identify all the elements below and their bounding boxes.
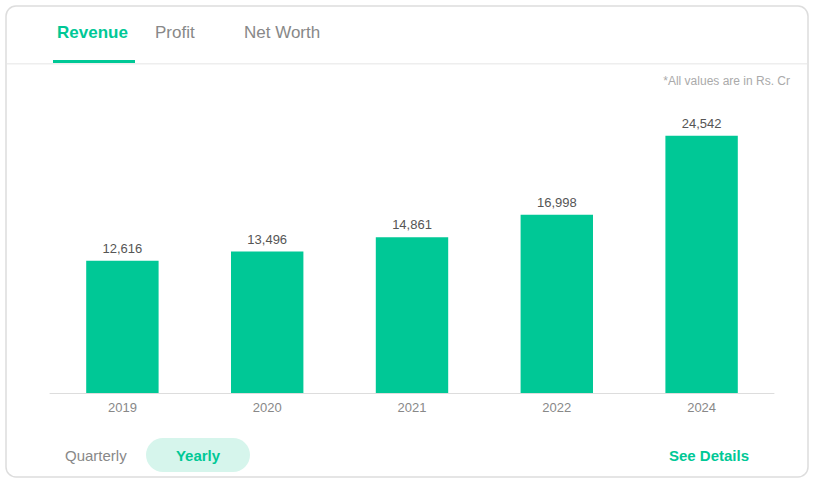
svg-text:24,542: 24,542: [682, 116, 722, 131]
svg-text:13,496: 13,496: [247, 232, 287, 247]
svg-text:*All values are in Rs. Cr: *All values are in Rs. Cr: [663, 74, 790, 88]
svg-text:2021: 2021: [398, 400, 427, 415]
svg-text:Quarterly: Quarterly: [65, 447, 127, 464]
svg-text:Profit: Profit: [155, 23, 195, 42]
svg-text:2019: 2019: [108, 400, 137, 415]
svg-text:Net Worth: Net Worth: [244, 23, 320, 42]
svg-text:12,616: 12,616: [103, 241, 143, 256]
svg-text:16,998: 16,998: [537, 195, 577, 210]
svg-text:Revenue: Revenue: [57, 23, 128, 42]
svg-text:Yearly: Yearly: [176, 447, 221, 464]
svg-text:2020: 2020: [253, 400, 282, 415]
svg-text:2024: 2024: [687, 400, 716, 415]
svg-text:2022: 2022: [542, 400, 571, 415]
svg-text:See Details: See Details: [669, 447, 749, 464]
svg-text:14,861: 14,861: [392, 217, 432, 232]
